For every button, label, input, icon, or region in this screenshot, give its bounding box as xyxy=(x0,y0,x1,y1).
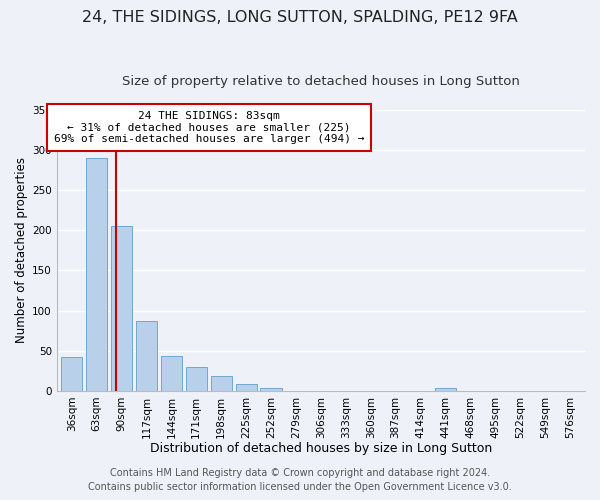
Bar xyxy=(435,388,456,391)
Bar xyxy=(260,388,281,391)
Bar xyxy=(236,384,257,391)
Bar xyxy=(186,367,207,391)
Bar xyxy=(61,357,82,391)
Bar xyxy=(86,158,107,391)
Bar xyxy=(211,376,232,391)
Text: Contains HM Land Registry data © Crown copyright and database right 2024.
Contai: Contains HM Land Registry data © Crown c… xyxy=(88,468,512,492)
Y-axis label: Number of detached properties: Number of detached properties xyxy=(15,158,28,344)
Title: Size of property relative to detached houses in Long Sutton: Size of property relative to detached ho… xyxy=(122,75,520,88)
Bar xyxy=(111,226,132,391)
Text: 24, THE SIDINGS, LONG SUTTON, SPALDING, PE12 9FA: 24, THE SIDINGS, LONG SUTTON, SPALDING, … xyxy=(82,10,518,25)
Bar xyxy=(136,321,157,391)
X-axis label: Distribution of detached houses by size in Long Sutton: Distribution of detached houses by size … xyxy=(150,442,492,455)
Bar xyxy=(161,356,182,391)
Text: 24 THE SIDINGS: 83sqm
← 31% of detached houses are smaller (225)
69% of semi-det: 24 THE SIDINGS: 83sqm ← 31% of detached … xyxy=(53,111,364,144)
